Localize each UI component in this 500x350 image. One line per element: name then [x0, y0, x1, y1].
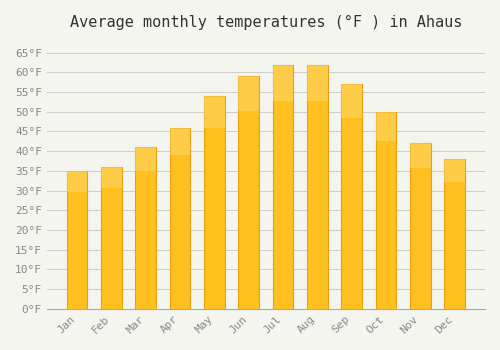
Bar: [238, 76, 259, 309]
Bar: [307, 64, 328, 309]
Bar: [204, 96, 225, 128]
Bar: [273, 64, 293, 101]
Bar: [376, 112, 396, 309]
Bar: [101, 167, 121, 309]
Bar: [136, 147, 156, 172]
Title: Average monthly temperatures (°F ) in Ahaus: Average monthly temperatures (°F ) in Ah…: [70, 15, 462, 30]
Bar: [444, 159, 465, 182]
Bar: [376, 112, 396, 141]
Bar: [342, 84, 362, 309]
Bar: [67, 171, 87, 309]
Bar: [101, 167, 121, 188]
Bar: [410, 143, 430, 168]
Bar: [170, 127, 190, 309]
Bar: [273, 64, 293, 309]
Bar: [342, 84, 362, 118]
Bar: [170, 127, 190, 155]
Bar: [204, 96, 225, 309]
Bar: [238, 76, 259, 111]
Bar: [307, 64, 328, 101]
Bar: [136, 147, 156, 309]
Bar: [67, 171, 87, 191]
Bar: [444, 159, 465, 309]
Bar: [410, 143, 430, 309]
